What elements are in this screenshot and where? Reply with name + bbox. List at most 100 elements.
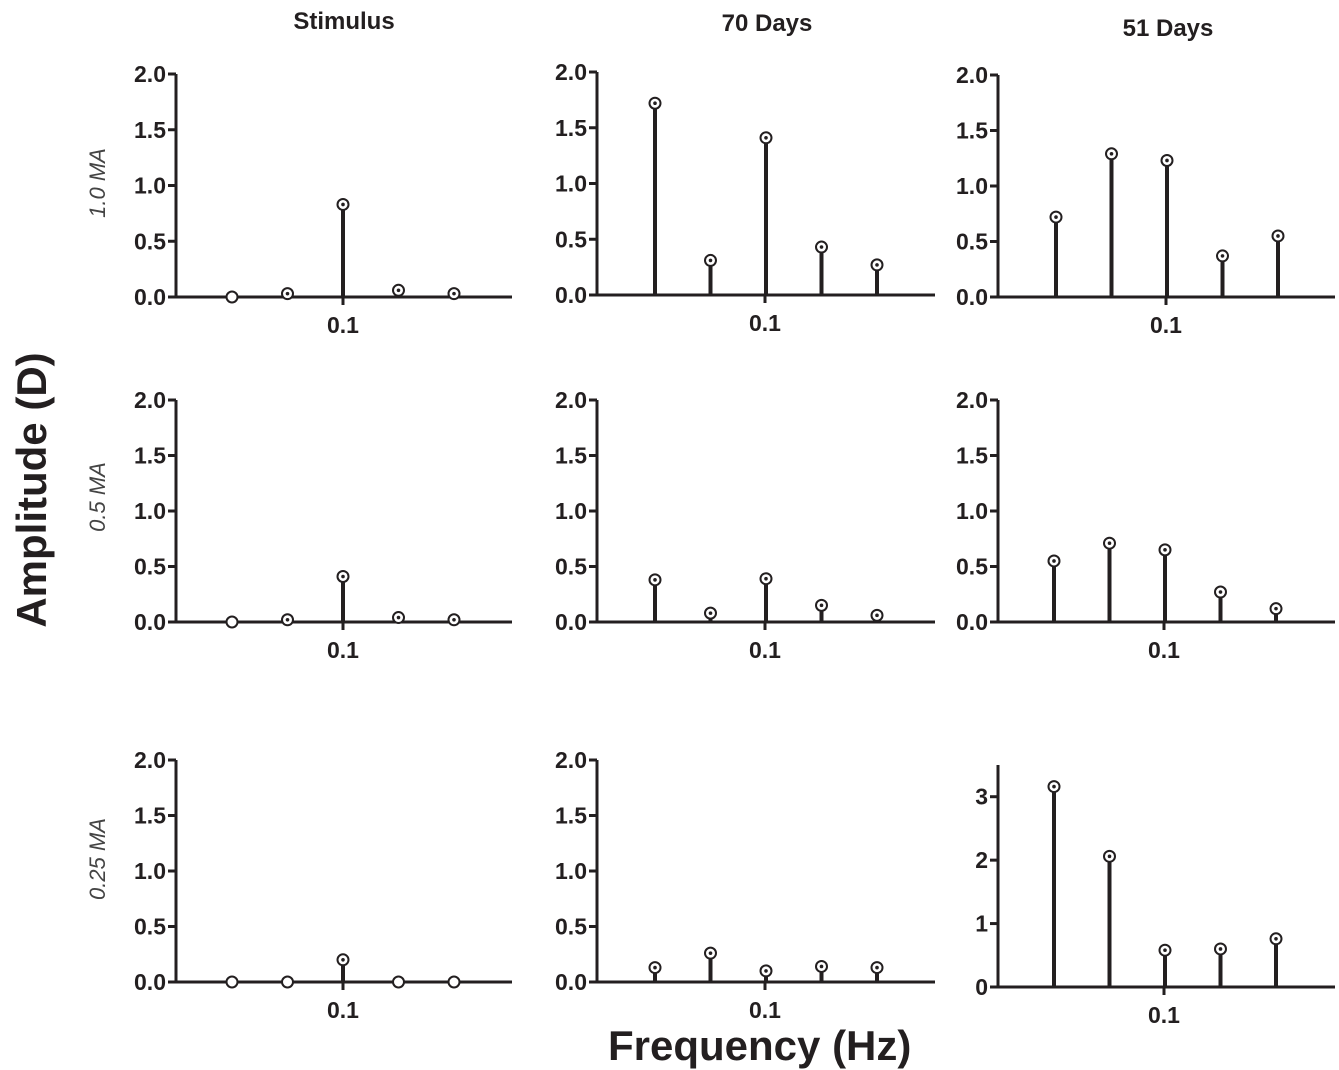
stem-marker [281,975,294,989]
stem-marker-dot [1052,784,1056,789]
stem-marker-dot [1054,215,1058,219]
stem-marker-dot [764,576,768,581]
panel-2: 0.0 0.5 1.0 1.5 2.0 0.1 [956,62,1335,338]
stem-marker-dot [708,258,713,263]
x-tick-label: 0.1 [1148,637,1180,663]
y-tick-label: 1.5 [555,443,587,469]
y-tick-label: 0.5 [134,554,166,580]
stem-marker [225,615,239,629]
y-tick-label: 0.0 [555,282,587,308]
stem-marker-dot [708,611,713,615]
stem-marker-dot [1107,541,1112,545]
stem-marker-dot [1220,254,1225,258]
stem-marker-dot [452,617,456,622]
stem-marker-dot [764,135,768,140]
stem-marker [225,290,239,304]
stem-marker-dot [341,574,345,579]
stem-marker-dot [341,202,345,207]
y-tick-label: 0.5 [134,914,166,940]
stem-marker-dot [875,263,879,267]
y-tick-label: 1.0 [134,173,166,199]
stem-marker-dot [1165,158,1169,163]
x-tick-label: 0.1 [327,997,359,1023]
y-tick-label: 2.0 [134,747,166,773]
y-tick-label: 0.5 [555,554,587,580]
stem-marker-dot [1218,590,1223,594]
stem-marker-dot [875,965,879,970]
y-tick-label: 2.0 [555,747,587,773]
panel-4: 0.0 0.5 1.0 1.5 2.0 0.1 [555,387,935,663]
panel-6: 0.0 0.5 1.0 1.5 2.0 0.1 [134,747,512,1023]
y-tick-label: 1.0 [956,173,988,199]
panel-7: 0.0 0.5 1.0 1.5 2.0 0.1 [555,747,935,1023]
y-tick-label: 0.5 [555,226,587,252]
y-tick-label: 1 [975,911,988,937]
y-tick-label: 2.0 [134,387,166,413]
y-tick-label: 0.5 [956,229,988,255]
y-tick-label: 2.0 [134,61,166,87]
x-tick-label: 0.1 [327,637,359,663]
stem-marker [225,975,239,989]
x-tick-label: 0.1 [749,637,781,663]
stem-marker-dot [708,951,713,955]
stem-marker-dot [1163,548,1167,552]
stem-marker-dot [1163,948,1167,953]
column-title-51-days: 51 Days [1122,15,1214,42]
y-tick-label: 0 [975,974,988,1000]
y-tick-label: 1.0 [555,858,587,884]
stem-marker-dot [1052,559,1056,563]
column-title-70-days: 70 Days [721,10,813,37]
y-tick-label: 2.0 [555,387,587,413]
y-tick-label: 0.0 [555,969,587,995]
y-tick-label: 1.0 [555,498,587,524]
x-tick-label: 0.1 [749,997,781,1023]
y-tick-label: 1.5 [956,118,988,144]
stem-marker-dot [1218,947,1223,951]
stem-marker [447,975,461,989]
stem-marker-dot [1274,606,1278,611]
stem-marker-dot [819,245,824,249]
stem-marker [392,975,405,989]
stem-marker-dot [653,101,657,106]
panel-1: 0.0 0.5 1.0 1.5 2.0 0.1 [555,59,935,336]
stem-marker-dot [396,615,401,620]
stem-marker-dot [285,617,290,622]
y-tick-label: 1.0 [134,498,166,524]
stem-marker-dot [819,603,824,608]
y-tick-label: 0.0 [956,284,988,310]
y-tick-label: 0.0 [555,609,587,635]
y-tick-label: 1.0 [956,498,988,524]
panel-0: 0.0 0.5 1.0 1.5 2.0 0.1 [134,61,512,338]
stem-marker-dot [1276,234,1280,238]
x-axis-label: Frequency (Hz) [608,1022,912,1069]
panel-5: 0.0 0.5 1.0 1.5 2.0 0.1 [956,387,1335,663]
y-tick-label: 2 [975,847,988,873]
stem-marker-dot [1107,854,1112,859]
y-tick-label: 2.0 [555,59,587,85]
x-tick-label: 0.1 [1148,1002,1180,1028]
y-tick-label: 0.0 [956,609,988,635]
y-tick-label: 1.5 [134,803,166,829]
y-tick-label: 0.5 [555,914,587,940]
panel-8: 0 1 2 3 0.1 [975,765,1335,1028]
y-tick-label: 0.5 [134,228,166,254]
x-tick-label: 0.1 [327,312,359,338]
x-tick-label: 0.1 [749,310,781,336]
y-tick-label: 1.5 [555,803,587,829]
y-tick-label: 1.5 [555,115,587,141]
y-tick-label: 1.5 [134,117,166,143]
stem-marker-dot [396,288,401,293]
y-tick-label: 1.0 [555,171,587,197]
y-tick-label: 0.5 [956,554,988,580]
stem-marker-dot [285,291,290,296]
stem-marker-dot [341,958,345,962]
y-tick-label: 2.0 [956,387,988,413]
stem-marker-dot [819,964,824,969]
x-tick-label: 0.1 [1150,312,1182,338]
stem-marker-dot [1109,152,1114,156]
y-tick-label: 1.5 [956,443,988,469]
y-tick-label: 1.0 [134,858,166,884]
stem-marker-dot [653,965,657,970]
y-tick-label: 2.0 [956,62,988,88]
